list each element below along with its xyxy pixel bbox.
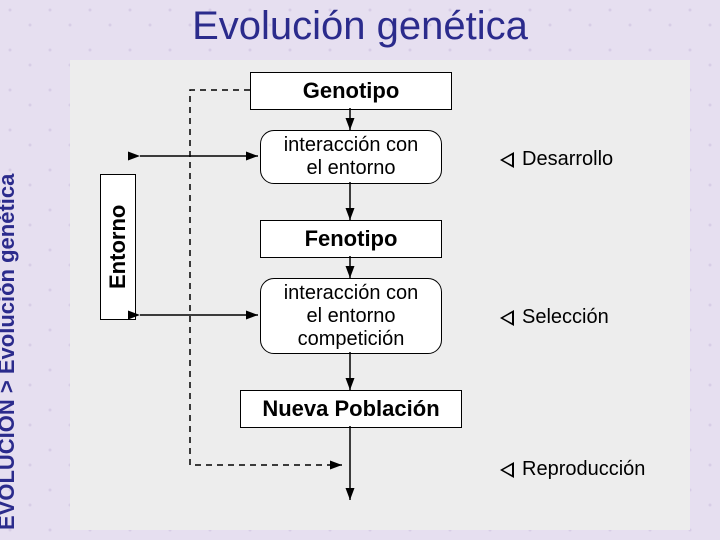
node-label: interacción con xyxy=(284,134,419,157)
node-label: Fenotipo xyxy=(305,226,398,251)
annotation-label: Reproducción xyxy=(522,458,645,481)
triangle-left-icon xyxy=(500,310,514,326)
node-label: Nueva Población xyxy=(262,396,439,421)
node-label: el entorno xyxy=(307,305,396,328)
node-fenotipo: Fenotipo xyxy=(260,220,442,258)
node-label: competición xyxy=(298,328,405,351)
annotation-seleccion: Selección xyxy=(500,306,609,329)
breadcrumb: EVOLUCIÓN > Evolución genética xyxy=(0,174,20,530)
node-interaccion-2: interacción con el entorno competición xyxy=(260,278,442,354)
node-label: Genotipo xyxy=(303,78,400,103)
node-entorno: Entorno xyxy=(100,174,136,320)
node-label: interacción con xyxy=(284,282,419,305)
annotation-label: Selección xyxy=(522,306,609,329)
node-interaccion-1: interacción con el entorno xyxy=(260,130,442,184)
page-title: Evolución genética xyxy=(0,4,720,49)
node-label: el entorno xyxy=(307,157,396,180)
triangle-left-icon xyxy=(500,152,514,168)
flow-diagram: Entorno Genotipo interacción con el ento… xyxy=(70,60,690,530)
annotation-label: Desarrollo xyxy=(522,148,613,171)
triangle-left-icon xyxy=(500,462,514,478)
node-genotipo: Genotipo xyxy=(250,72,452,110)
annotation-reproduccion: Reproducción xyxy=(500,458,645,481)
node-nueva-poblacion: Nueva Población xyxy=(240,390,462,428)
annotation-desarrollo: Desarrollo xyxy=(500,148,613,171)
